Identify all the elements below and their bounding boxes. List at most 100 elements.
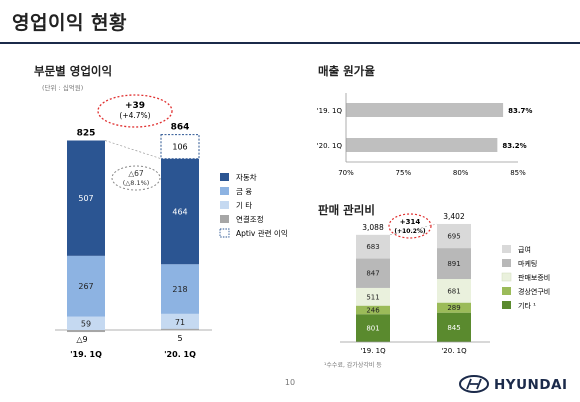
title-divider	[0, 42, 580, 44]
segment-op-heading: 부문별 영업이익	[34, 64, 113, 78]
sga-legend-warranty: 판매보증비	[518, 273, 550, 282]
sga-bar-label-1-0: 845	[447, 324, 460, 332]
sga-bar-label-0-4: 683	[366, 243, 379, 251]
cogs-value-1: 83.2%	[502, 142, 526, 150]
sga-bar-label-0-0: 801	[366, 325, 379, 333]
sga-connector	[389, 223, 438, 236]
page-number: 10	[285, 378, 295, 387]
sga-legend-salary: 급여	[518, 245, 531, 254]
sga-legend-other: 기타 ¹	[518, 301, 536, 310]
op-change-badge	[97, 94, 173, 128]
cogs-bar-1	[346, 138, 498, 152]
sga-bar-1-0	[437, 312, 471, 342]
legend-swatch-finance	[220, 187, 229, 195]
sga-legend: 급여 마케팅 판매보증비 경상연구비 기타 ¹	[501, 245, 550, 310]
left-bar-1-2	[161, 313, 199, 330]
auto-change-badge	[111, 165, 161, 191]
left-category-0: '19. 1Q	[70, 350, 102, 359]
op-change-value: +39	[125, 101, 145, 111]
left-bar-label-0-0: 507	[78, 194, 93, 203]
left-bar-0-0	[67, 140, 105, 256]
cogs-bar-0	[346, 103, 504, 117]
cogs-value-0: 83.7%	[508, 107, 532, 115]
left-bar-0-2	[67, 316, 105, 330]
sga-bar-label-0-2: 511	[366, 293, 379, 301]
sga-change-pct: (+10.2%)	[394, 228, 426, 235]
left-total-1: 864	[171, 123, 190, 133]
sga-legend-rnd: 경상연구비	[518, 287, 550, 296]
left-total-0: 825	[77, 128, 96, 138]
left-bar-aptiv-1	[160, 134, 200, 160]
left-bar-1-0	[161, 158, 199, 265]
legend-label-finance: 금 융	[236, 187, 252, 196]
left-consolidation-label-1: 5	[177, 334, 182, 343]
sga-category-1: '20. 1Q	[441, 347, 467, 355]
sga-change-value: +314	[400, 218, 421, 226]
sga-total-1: 3,402	[443, 212, 465, 221]
cogs-category-0: '19. 1Q	[317, 107, 343, 115]
sga-bar-0-3	[356, 258, 390, 288]
sga-legend-swatch-warranty	[501, 272, 512, 282]
sga-change-badge	[388, 213, 432, 239]
legend-swatch-consolidation	[220, 215, 229, 223]
sga-bar-1-1	[437, 302, 471, 313]
left-bar-aptiv-label-1: 106	[172, 143, 187, 152]
legend-label-consolidation: 연결조정	[236, 214, 264, 224]
cogs-tick-0: 70%	[338, 169, 354, 177]
legend-label-auto: 자동차	[236, 173, 257, 182]
sga-bar-label-1-2: 681	[447, 287, 460, 295]
legend-swatch-auto	[220, 173, 229, 181]
auto-change-value: △67	[128, 169, 144, 178]
sga-bar-0-2	[356, 287, 390, 306]
left-bar-label-1-2: 71	[175, 318, 185, 327]
left-category-1: '20. 1Q	[164, 350, 196, 359]
sga-chart: 801 246 511 847 683 3,088 '19. 1Q 845 289 681 891 6…	[340, 212, 490, 355]
unit-label: (단위 : 십억원)	[42, 84, 84, 92]
page-title: 영업이익 현황	[12, 12, 127, 34]
sga-bar-label-1-4: 695	[447, 233, 460, 241]
sga-bar-0-4	[356, 234, 390, 259]
sga-legend-marketing: 마케팅	[518, 259, 537, 268]
cogs-tick-2: 80%	[453, 169, 469, 177]
sga-legend-swatch-other	[502, 301, 511, 309]
hyundai-wordmark: HYUNDAI	[494, 377, 568, 393]
left-bar-0-1	[67, 255, 105, 317]
legend-label-other: 기 타	[236, 201, 252, 210]
sga-legend-swatch-salary	[502, 245, 511, 253]
sga-legend-swatch-rnd	[502, 287, 511, 295]
left-bar-label-0-1: 267	[78, 282, 93, 291]
sga-bar-0-0	[356, 314, 390, 342]
segment-op-chart: 59 267 507 △9 825 '19. 1Q 71 218 464 5 106 864 '20. …	[55, 123, 212, 359]
left-connector	[104, 140, 162, 160]
sga-bar-label-0-1: 246	[366, 306, 380, 314]
left-bar-label-1-0: 464	[172, 207, 187, 216]
sga-category-0: '19. 1Q	[360, 347, 386, 355]
op-change-pct: (+4.7%)	[119, 111, 150, 120]
sga-bar-label-1-1: 289	[447, 304, 460, 312]
sga-bar-1-2	[437, 279, 471, 303]
sga-legend-swatch-marketing	[502, 259, 511, 267]
left-bar-consolidation-1	[161, 328, 199, 330]
left-bar-label-1-1: 218	[172, 285, 187, 294]
sga-bar-label-0-3: 847	[366, 270, 379, 278]
left-bar-label-0-2: 59	[81, 319, 91, 328]
left-bar-1-1	[161, 264, 199, 314]
hyundai-logo-icon	[459, 375, 489, 393]
cogs-ratio-chart: '19. 1Q 83.7% '20. 1Q 83.2% 70% 75% 80% 85%	[317, 93, 532, 177]
cogs-category-1: '20. 1Q	[317, 142, 343, 150]
sga-bar-label-1-3: 891	[447, 260, 460, 268]
sga-footnote: ¹수수료, 감가상각비 등	[324, 361, 382, 369]
auto-change-pct: (△8.1%)	[123, 179, 150, 187]
sga-bar-1-3	[437, 248, 471, 280]
sga-heading: 판매 관리비	[318, 203, 375, 217]
segment-legend: 자동차 금 융 기 타 연결조정 Aptiv 관련 이익	[219, 173, 288, 238]
sga-total-0: 3,088	[362, 223, 384, 232]
sga-bar-0-1	[356, 305, 390, 315]
cogs-tick-1: 75%	[396, 169, 412, 177]
sga-bar-1-4	[437, 223, 471, 249]
hyundai-logo: HYUNDAI	[459, 375, 568, 393]
left-consolidation-label-0: △9	[76, 335, 87, 344]
legend-swatch-other	[220, 201, 229, 209]
cogs-tick-3: 85%	[510, 169, 526, 177]
